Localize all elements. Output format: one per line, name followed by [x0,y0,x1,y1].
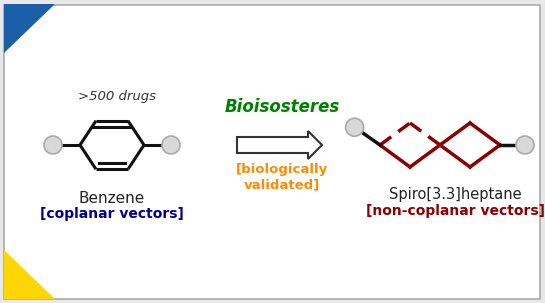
Circle shape [44,136,62,154]
Circle shape [516,136,534,154]
Polygon shape [4,4,55,53]
FancyArrow shape [237,131,322,159]
Polygon shape [4,250,55,299]
Circle shape [162,136,180,154]
Text: [non-coplanar vectors]: [non-coplanar vectors] [366,204,544,218]
Text: [biologically
validated]: [biologically validated] [236,163,328,191]
Circle shape [346,118,364,136]
Text: >500 drugs: >500 drugs [78,90,156,103]
FancyBboxPatch shape [4,5,540,299]
Text: Bioisosteres: Bioisosteres [225,98,340,116]
Text: [coplanar vectors]: [coplanar vectors] [40,207,184,221]
Text: Spiro[3.3]heptane: Spiro[3.3]heptane [389,187,522,202]
Text: Benzene: Benzene [79,191,145,206]
